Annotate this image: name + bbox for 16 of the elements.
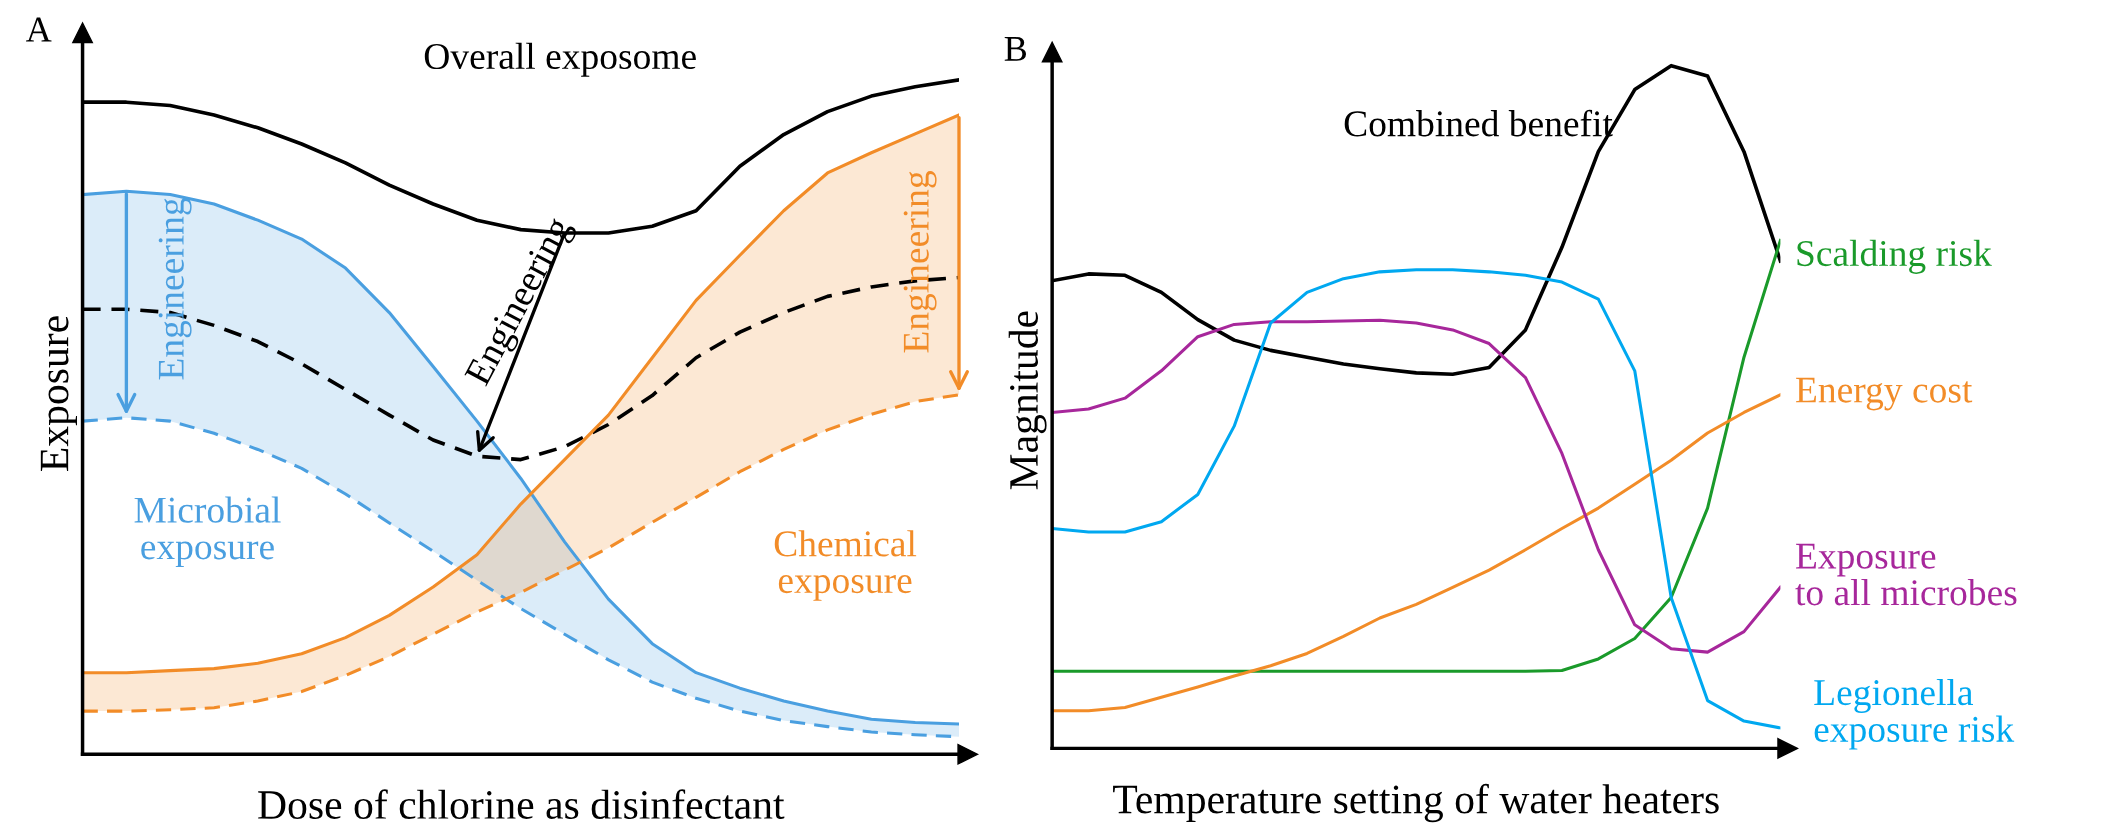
text: Overall exposome (424, 42, 696, 77)
x-axis-title: Dose of chlorine as disinfectant (258, 789, 785, 819)
text: Chemical exposure (774, 530, 917, 601)
annotation: Engineering (158, 198, 192, 380)
x-axis-title: Temperature setting of water heaters (1113, 783, 1719, 823)
series-label: Combined benefit (1344, 109, 1613, 137)
text: Microbial exposure (134, 496, 281, 568)
chart-title: A (26, 17, 52, 42)
y-axis-title: Exposure (40, 316, 78, 471)
chart-title: B (1004, 37, 1027, 61)
y-axis-title: Magnitude (1008, 311, 1047, 490)
series-label: Scalding risk (1797, 239, 1992, 274)
annotation: Engineering (903, 171, 937, 353)
series-label: Energy cost (1796, 377, 1973, 411)
series-label: Legionella exposure risk (1814, 678, 2015, 750)
series-label: Exposure to all microbes (1795, 543, 2017, 606)
